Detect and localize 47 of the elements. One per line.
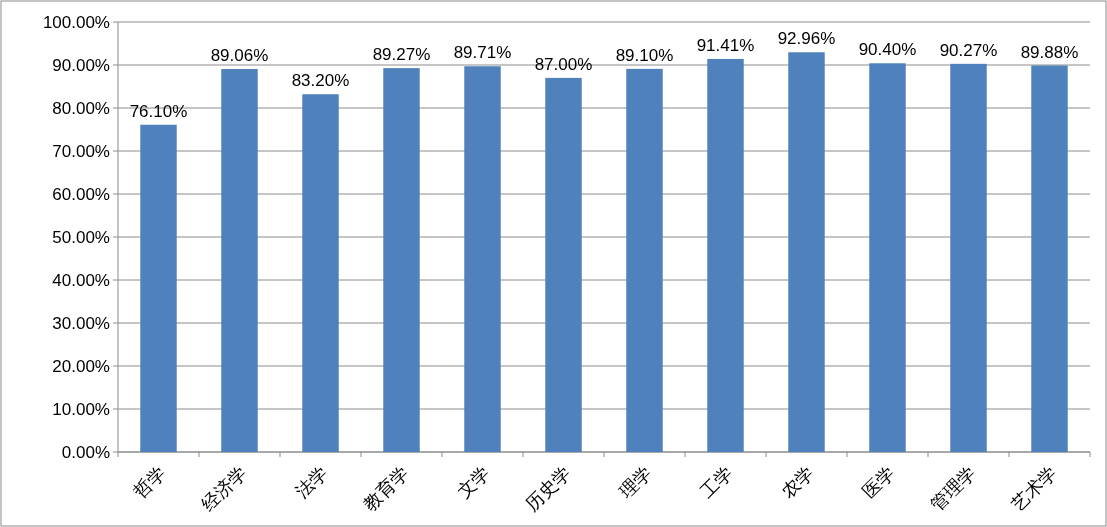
- data-label: 89.88%: [1020, 42, 1079, 62]
- y-tick-label: 40.00%: [52, 271, 110, 290]
- y-tick-label: 10.00%: [52, 400, 110, 419]
- x-tick-label: 法学: [291, 462, 332, 503]
- bar: [1031, 65, 1068, 452]
- x-tick-label: 历史学: [522, 462, 575, 516]
- y-tick-label: 100.00%: [42, 13, 110, 32]
- y-tick-label: 60.00%: [52, 185, 110, 204]
- y-tick-label: 50.00%: [52, 228, 110, 247]
- data-label: 89.06%: [210, 46, 269, 66]
- y-tick-label: 90.00%: [52, 56, 110, 75]
- bar: [950, 63, 987, 452]
- x-tick-label: 文学: [453, 462, 494, 503]
- data-label: 83.20%: [291, 71, 350, 91]
- x-tick-label: 教育学: [360, 462, 413, 516]
- y-tick-label: 20.00%: [52, 357, 110, 376]
- data-label: 92.96%: [777, 29, 836, 49]
- data-label: 76.10%: [129, 101, 188, 121]
- bar: [383, 68, 420, 452]
- x-tick-label: 理学: [615, 462, 656, 503]
- data-label: 90.27%: [939, 40, 998, 60]
- x-tick-label: 经济学: [198, 462, 251, 516]
- x-tick-label: 工学: [696, 462, 737, 503]
- bar: [707, 58, 744, 452]
- data-label: 89.71%: [453, 43, 512, 63]
- x-tick-label: 哲学: [129, 462, 170, 503]
- y-tick-label: 30.00%: [52, 314, 110, 333]
- y-tick-label: 80.00%: [52, 99, 110, 118]
- y-tick-label: 0.00%: [61, 443, 110, 462]
- bar: [788, 52, 825, 452]
- bar: [221, 69, 258, 452]
- bar: [869, 63, 906, 452]
- bar: [626, 68, 663, 452]
- y-tick-label: 70.00%: [52, 142, 110, 161]
- x-tick-label: 医学: [858, 462, 899, 503]
- bar: [140, 124, 177, 452]
- data-label: 89.27%: [372, 45, 431, 65]
- bar: [545, 77, 582, 452]
- data-label: 87.00%: [534, 54, 593, 74]
- data-label: 91.41%: [696, 35, 755, 55]
- bar: [464, 66, 501, 452]
- data-label: 89.10%: [615, 45, 674, 65]
- data-label: 90.40%: [858, 40, 917, 60]
- x-tick-label: 农学: [777, 462, 818, 503]
- x-tick-label: 艺术学: [1008, 462, 1061, 516]
- bar: [302, 94, 339, 452]
- x-tick-label: 管理学: [927, 462, 980, 516]
